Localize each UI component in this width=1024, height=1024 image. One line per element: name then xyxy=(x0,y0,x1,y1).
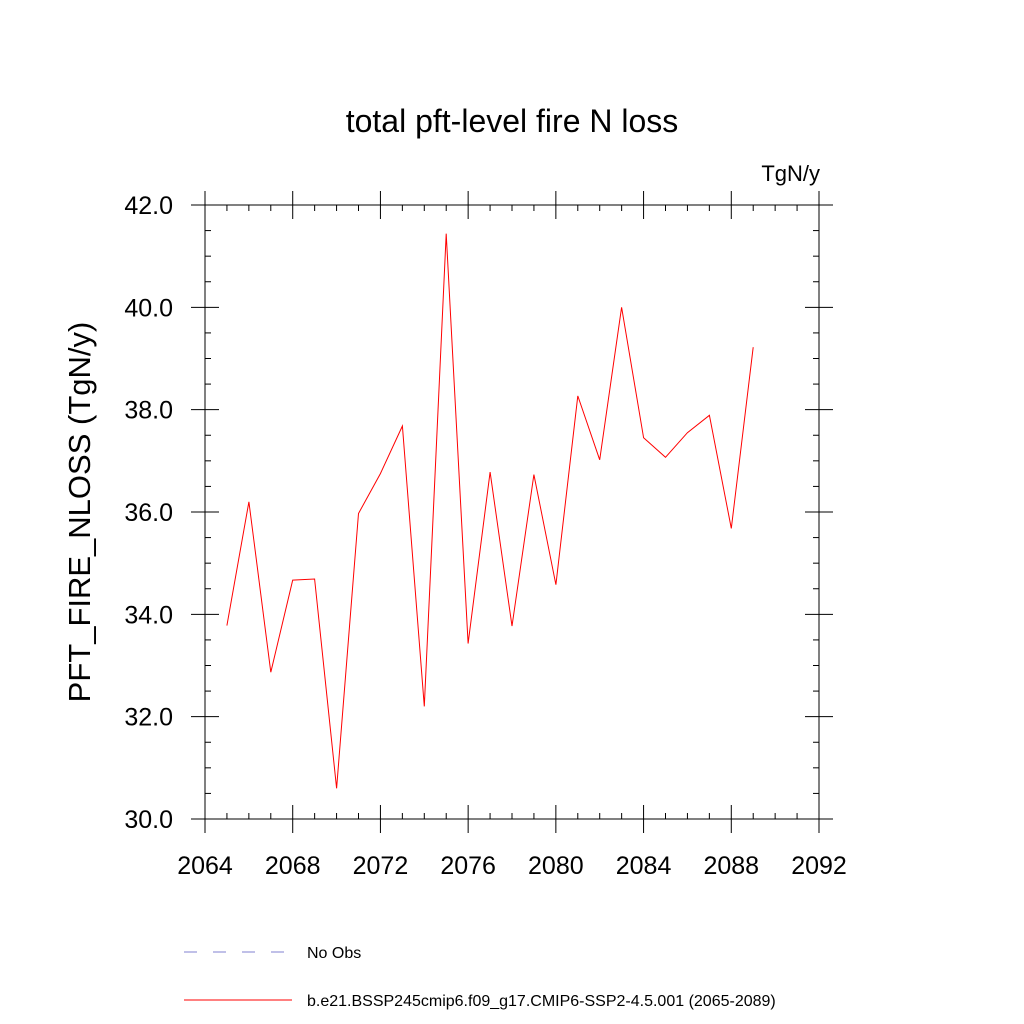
x-tick-label: 2072 xyxy=(353,852,409,880)
y-axis-label: PFT_FIRE_NLOSS (TgN/y) xyxy=(62,322,97,703)
y-tick-label: 40.0 xyxy=(124,294,173,322)
units-label: TgN/y xyxy=(761,161,820,186)
y-tick-label: 38.0 xyxy=(124,397,173,425)
plot-border xyxy=(204,204,820,820)
plot-frame xyxy=(204,204,820,820)
legend-label: b.e21.BSSP245cmip6.f09_g17.CMIP6-SSP2-4.… xyxy=(307,993,776,1010)
y-tick-label: 34.0 xyxy=(124,601,173,629)
x-tick-label: 2080 xyxy=(528,852,584,880)
y-tick-label: 32.0 xyxy=(124,704,173,732)
legend: No Obs b.e21.BSSP245cmip6.f09_g17.CMIP6-S… xyxy=(184,945,776,1010)
x-tick-label: 2092 xyxy=(791,852,847,880)
x-axis: 2064 2068 2072 2076 2080 2084 2088 2092 xyxy=(177,191,847,880)
y-tick-label: 36.0 xyxy=(124,499,173,527)
y-tick-label: 30.0 xyxy=(124,806,173,834)
series-line xyxy=(226,233,754,789)
y-axis: 30.0 32.0 34.0 36.0 38.0 40.0 42.0 xyxy=(124,192,833,834)
x-tick-label: 2068 xyxy=(265,852,321,880)
x-tick-label: 2064 xyxy=(177,852,233,880)
y-tick-label: 42.0 xyxy=(124,192,173,220)
chart-title: total pft-level fire N loss xyxy=(346,103,679,139)
legend-label: No Obs xyxy=(307,945,361,962)
series-layer xyxy=(226,233,754,789)
x-tick-label: 2084 xyxy=(616,852,672,880)
x-tick-label: 2076 xyxy=(440,852,496,880)
x-tick-label: 2088 xyxy=(703,852,759,880)
